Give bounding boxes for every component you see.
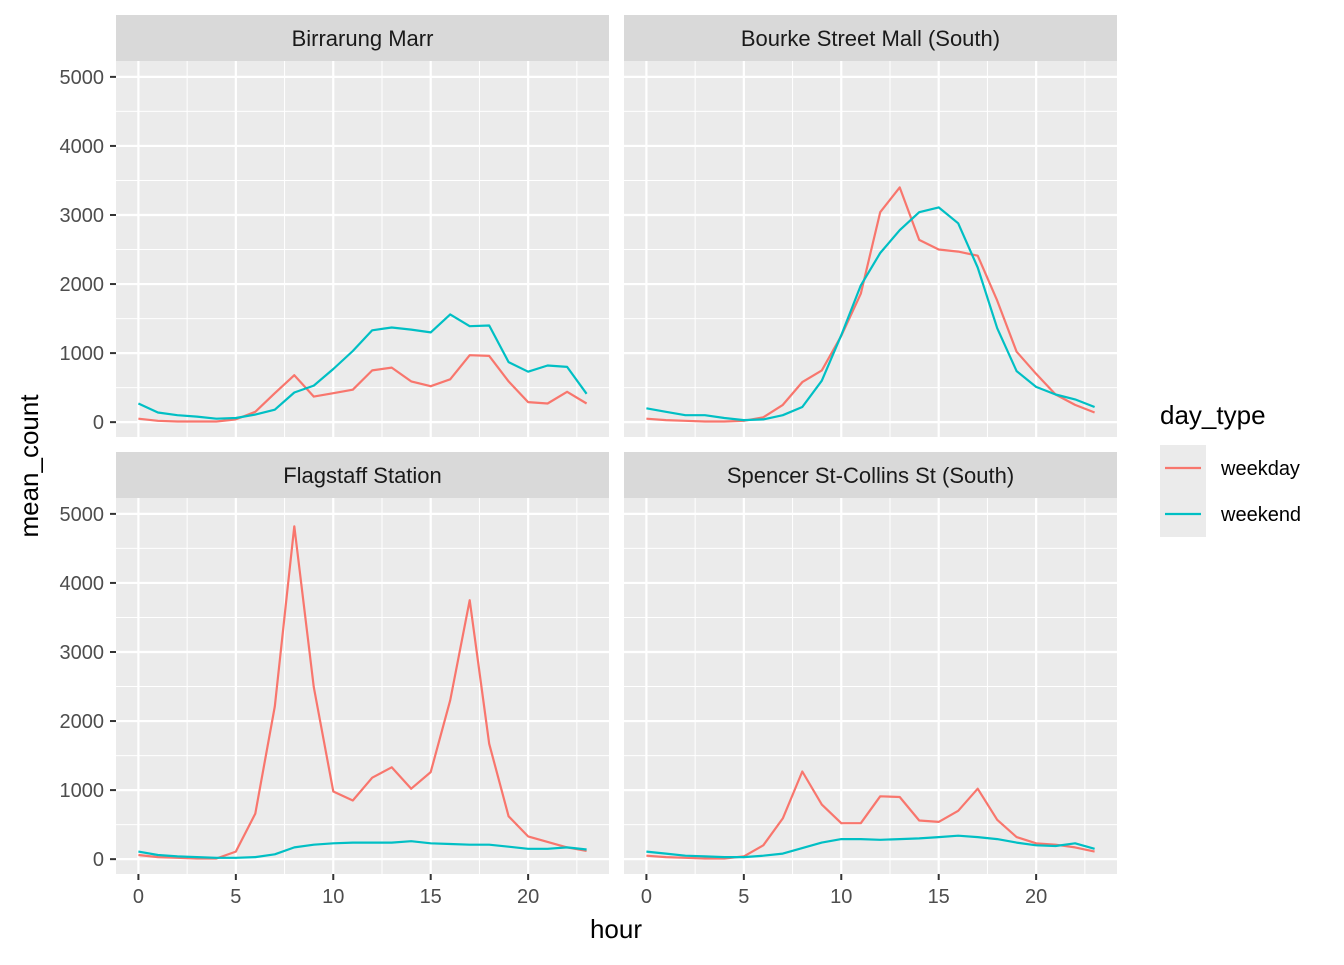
- y-tick-label: 1000: [60, 343, 105, 365]
- x-tick-label: 5: [738, 886, 749, 908]
- panel-0: Birrarung Marr 0 1000 2000 3000 4000 5000: [60, 15, 609, 437]
- x-tick-label: 5: [230, 886, 241, 908]
- panel-strip: [624, 452, 1117, 498]
- y-tick-label: 0: [93, 412, 104, 434]
- y-tick-label: 3000: [60, 642, 105, 664]
- x-tick-label: 0: [641, 886, 652, 908]
- x-tick-label: 10: [322, 886, 344, 908]
- x-tick-label: 20: [1025, 886, 1047, 908]
- y-tick-label: 5000: [60, 67, 105, 89]
- legend-label: weekend: [1220, 504, 1301, 526]
- panel-background: [116, 498, 609, 874]
- x-axis-title: hour: [590, 914, 642, 944]
- panel-strip: [624, 15, 1117, 61]
- series-line-weekend: [137, 313, 588, 420]
- panel-title: Bourke Street Mall (South): [741, 26, 1000, 51]
- panel-background: [116, 61, 609, 437]
- panel-2: Flagstaff Station 0 1000 2000 3000 4000 5000 0 5…: [60, 452, 609, 908]
- x-tick-label: 0: [133, 886, 144, 908]
- y-tick-label: 4000: [60, 573, 105, 595]
- panel-1: Bourke Street Mall (South): [624, 15, 1117, 437]
- y-tick-label: 5000: [60, 504, 105, 526]
- panel-title: Spencer St-Collins St (South): [727, 463, 1014, 488]
- y-tick-label: 4000: [60, 136, 105, 158]
- series-line-weekend: [646, 206, 1095, 422]
- legend: weekday weekend: [1160, 445, 1301, 537]
- y-tick-label: 3000: [60, 205, 105, 227]
- series-line-weekend: [646, 834, 1095, 859]
- series-line-weekday: [138, 354, 588, 423]
- legend-label: weekday: [1220, 458, 1300, 480]
- y-tick-label: 1000: [60, 780, 105, 802]
- y-tick-label: 2000: [60, 274, 105, 296]
- series-line-weekday: [646, 770, 1095, 860]
- panel-strip: [116, 15, 609, 61]
- panel-title: Birrarung Marr: [292, 26, 434, 51]
- legend-title: day_type: [1160, 400, 1266, 430]
- panel-background: [624, 498, 1117, 874]
- panel-strip: [116, 452, 609, 498]
- x-tick-label: 15: [420, 886, 442, 908]
- series-line-weekday: [646, 186, 1095, 423]
- y-axis-title: mean_count: [14, 394, 44, 538]
- panel-title: Flagstaff Station: [283, 463, 442, 488]
- y-tick-label: 2000: [60, 711, 105, 733]
- x-tick-label: 15: [928, 886, 950, 908]
- x-tick-label: 20: [517, 886, 539, 908]
- y-tick-label: 0: [93, 849, 104, 871]
- panel-3: Spencer St-Collins St (South) 0 5 10 15 20: [624, 452, 1117, 908]
- series-line-weekend: [138, 840, 587, 859]
- x-tick-label: 10: [830, 886, 852, 908]
